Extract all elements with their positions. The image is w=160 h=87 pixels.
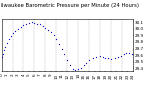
Point bbox=[6, 42, 8, 43]
Point bbox=[33, 22, 36, 24]
Point bbox=[44, 27, 47, 28]
Point bbox=[66, 60, 68, 61]
Point bbox=[25, 23, 28, 24]
Point bbox=[36, 23, 38, 24]
Point bbox=[55, 39, 58, 40]
Point bbox=[69, 65, 71, 66]
Point bbox=[20, 26, 22, 28]
Point bbox=[128, 52, 130, 54]
Point bbox=[120, 55, 122, 56]
Point bbox=[113, 58, 116, 59]
Point bbox=[1, 56, 3, 58]
Point bbox=[60, 48, 63, 50]
Point bbox=[52, 35, 55, 36]
Point bbox=[125, 52, 128, 54]
Point bbox=[8, 39, 10, 40]
Point bbox=[63, 54, 66, 55]
Point bbox=[50, 31, 52, 33]
Text: Milwaukee Barometric Pressure per Minute (24 Hours): Milwaukee Barometric Pressure per Minute… bbox=[0, 3, 139, 8]
Point bbox=[95, 56, 98, 58]
Point bbox=[82, 65, 85, 66]
Point bbox=[22, 24, 25, 26]
Point bbox=[131, 53, 133, 54]
Point bbox=[122, 53, 125, 54]
Point bbox=[74, 69, 77, 71]
Point bbox=[28, 22, 30, 24]
Point bbox=[9, 35, 12, 37]
Point bbox=[39, 24, 41, 25]
Point bbox=[41, 25, 44, 26]
Point bbox=[77, 69, 79, 70]
Point bbox=[4, 46, 7, 47]
Point bbox=[101, 56, 104, 58]
Point bbox=[58, 43, 60, 45]
Point bbox=[2, 54, 4, 55]
Point bbox=[88, 60, 90, 61]
Point bbox=[85, 62, 88, 64]
Point bbox=[99, 56, 101, 57]
Point bbox=[80, 67, 82, 69]
Point bbox=[17, 28, 19, 30]
Point bbox=[91, 58, 94, 59]
Point bbox=[14, 30, 16, 32]
Point bbox=[3, 50, 5, 51]
Point bbox=[30, 22, 33, 23]
Point bbox=[117, 56, 120, 58]
Point bbox=[11, 33, 14, 34]
Point bbox=[104, 57, 107, 58]
Point bbox=[71, 68, 74, 69]
Point bbox=[107, 58, 109, 59]
Point bbox=[110, 58, 112, 60]
Point bbox=[47, 29, 49, 30]
